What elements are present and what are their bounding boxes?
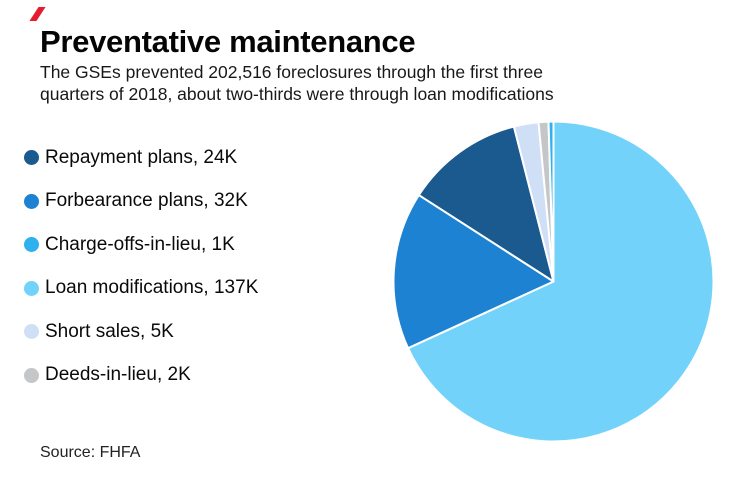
- legend-item-label: Deeds-in-lieu, 2K: [45, 364, 191, 386]
- legend-bullet-icon: [24, 237, 39, 253]
- legend-item-label: Loan modifications, 137K: [45, 277, 259, 299]
- legend-item-label: Charge-offs-in-lieu, 1K: [45, 233, 235, 255]
- legend-item-label: Forbearance plans, 32K: [45, 190, 248, 212]
- pie-chart: [392, 120, 715, 443]
- legend-item-label: Repayment plans, 24K: [45, 146, 238, 168]
- legend-item-loan-modifications: Loan modifications, 137K: [24, 267, 258, 311]
- subtitle-line-1: The GSEs prevented 202,516 foreclosures …: [40, 62, 543, 82]
- pie-slice-loan-modifications: [407, 120, 715, 443]
- legend-item-label: Short sales, 5K: [45, 320, 174, 342]
- legend-bullet-icon: [24, 150, 39, 166]
- legend-bullet-icon: [24, 324, 39, 340]
- legend-item-deeds-in-lieu: Deeds-in-lieu, 2K: [24, 354, 258, 398]
- legend-item-charge-offs-in-lieu: Charge-offs-in-lieu, 1K: [24, 223, 258, 267]
- legend-item-repayment-plans: Repayment plans, 24K: [24, 136, 258, 180]
- brand-slash-icon: [29, 7, 46, 21]
- legend-bullet-icon: [24, 280, 39, 296]
- pie-slice-forbearance-plans: [392, 194, 555, 350]
- pie-slice-repayment-plans: [417, 125, 555, 283]
- source-note: Source: FHFA: [40, 444, 141, 461]
- pie-slice-charge-offs-in-lieu: [547, 120, 555, 283]
- page-title: Preventative maintenance: [40, 24, 416, 59]
- legend-item-short-sales: Short sales, 5K: [24, 310, 258, 354]
- legend-bullet-icon: [24, 193, 39, 209]
- legend-bullet-icon: [24, 367, 39, 383]
- legend-item-forbearance-plans: Forbearance plans, 32K: [24, 180, 258, 224]
- subtitle-line-2: quarters of 2018, about two-thirds were …: [40, 83, 554, 104]
- chart-legend: Repayment plans, 24K Forbearance plans, …: [24, 136, 258, 397]
- chart-subtitle: The GSEs prevented 202,516 foreclosures …: [40, 62, 554, 105]
